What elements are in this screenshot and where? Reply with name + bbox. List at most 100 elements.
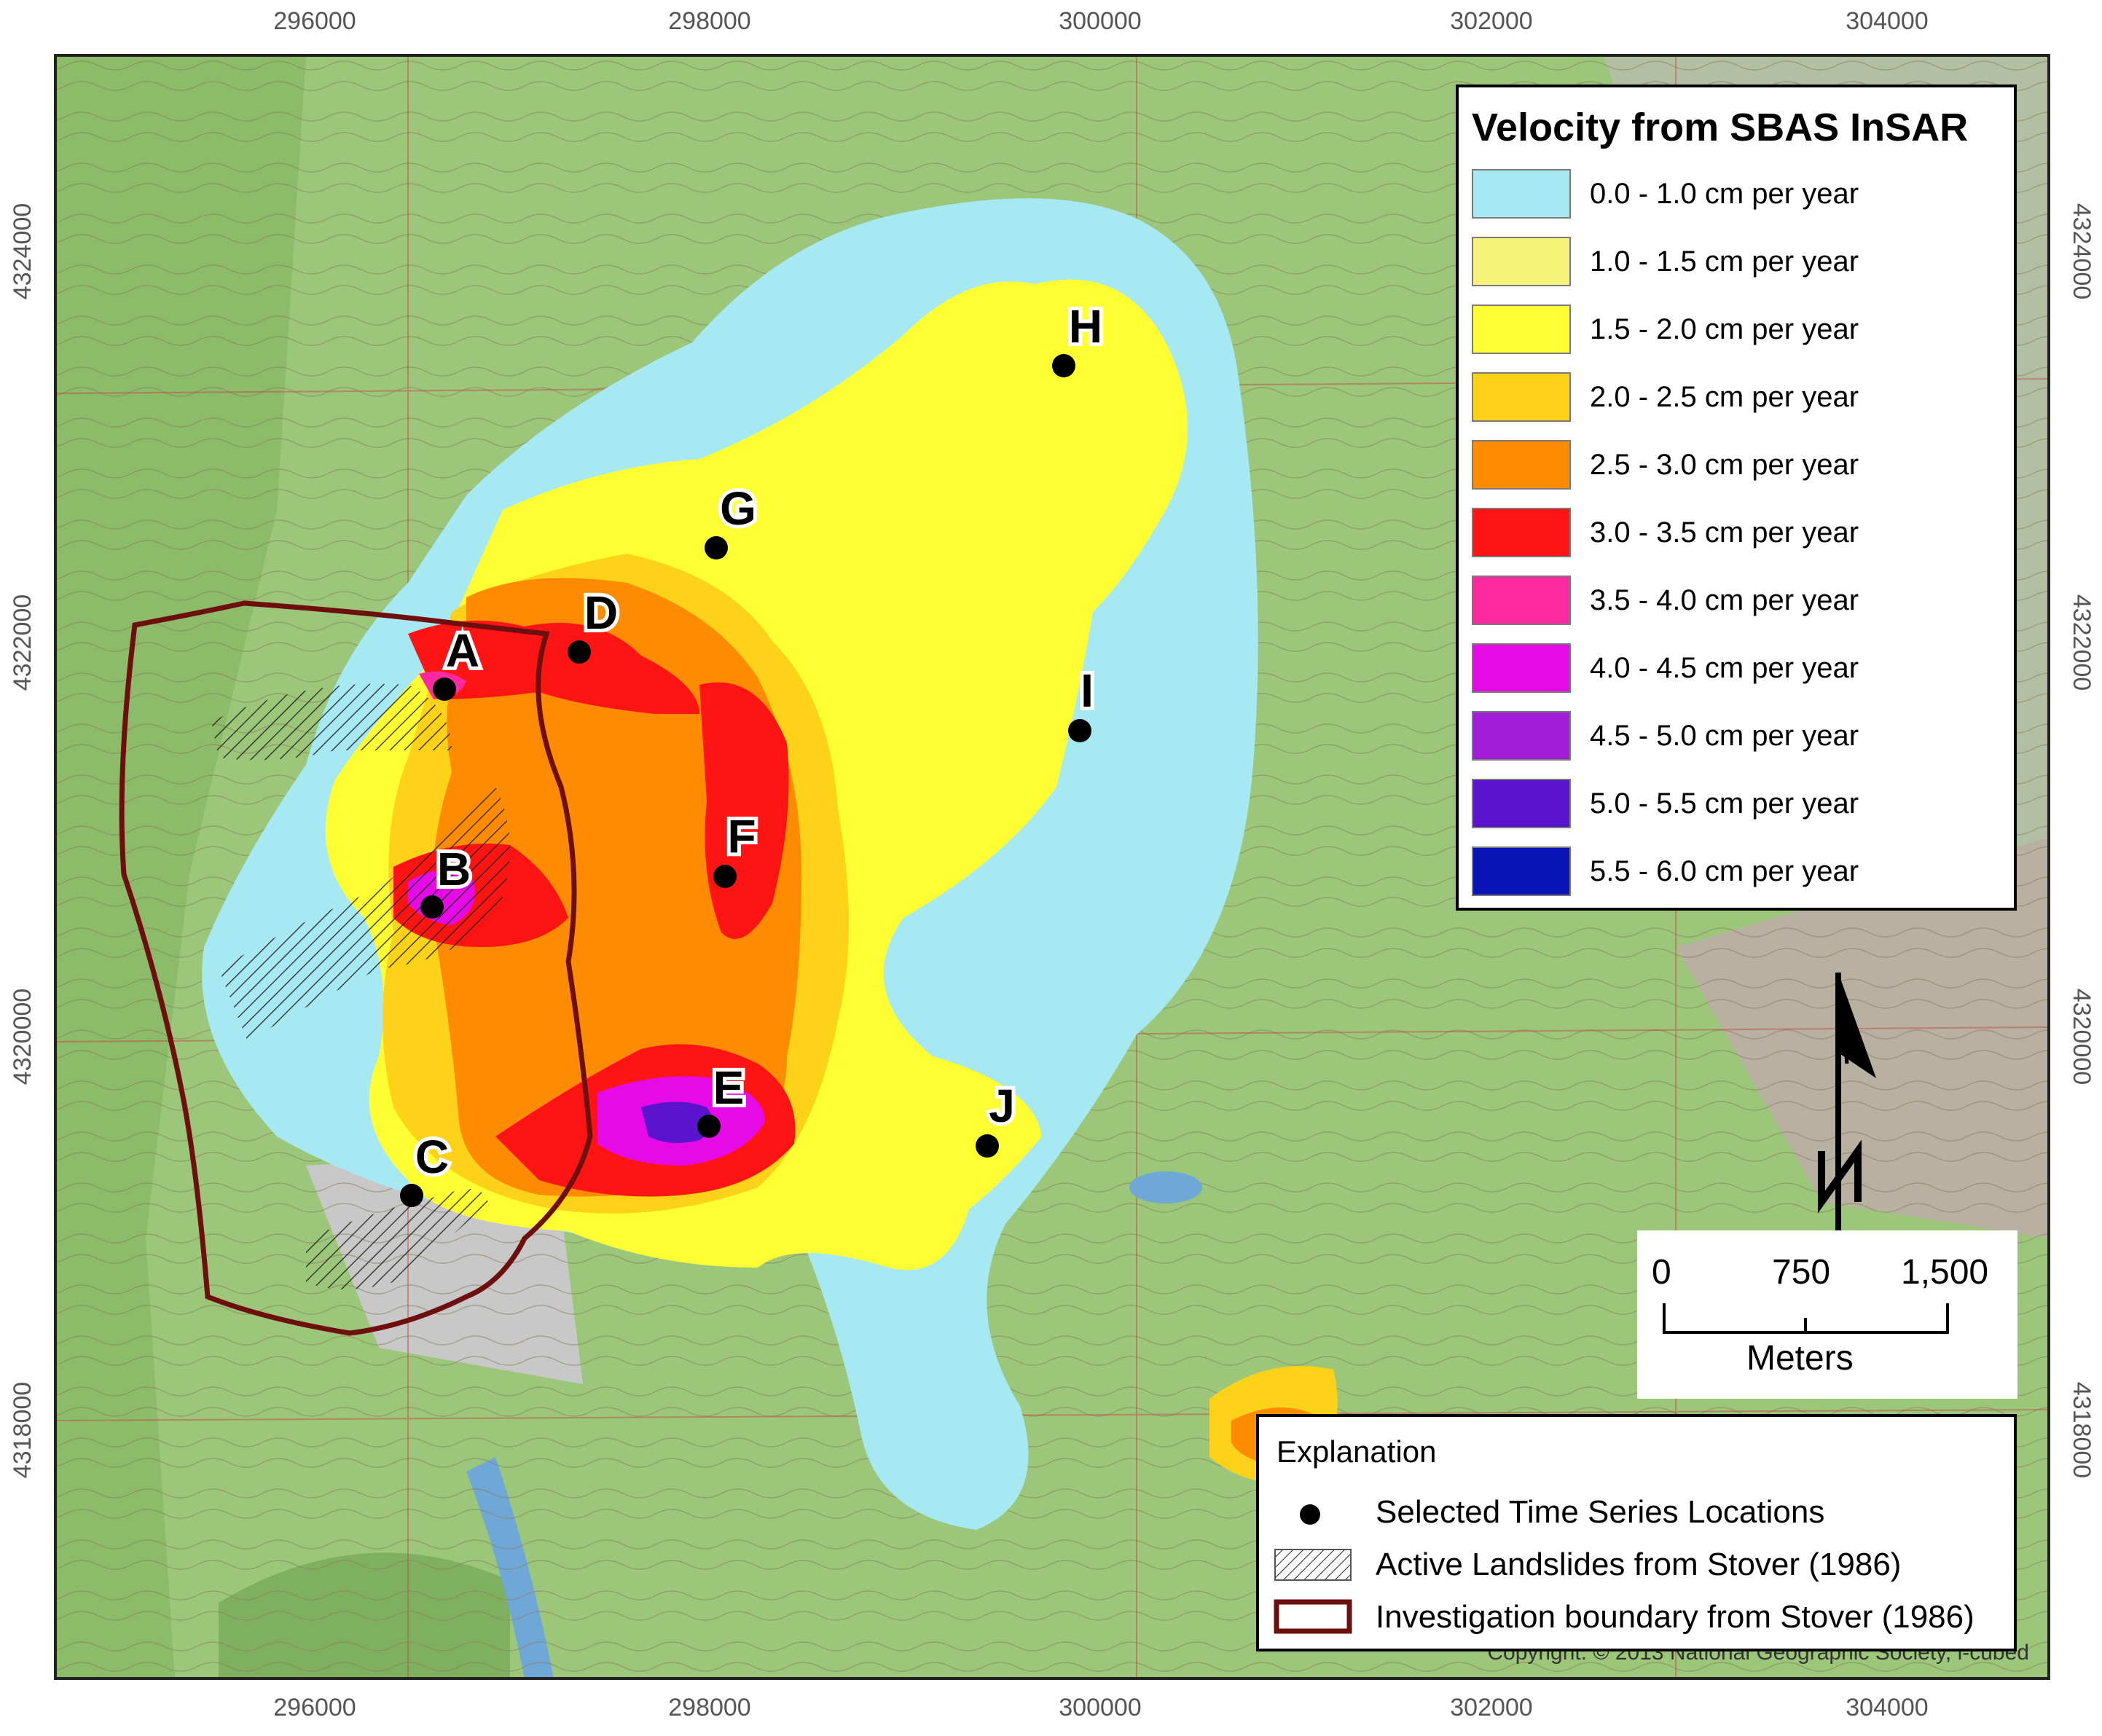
dot-icon <box>433 677 456 701</box>
boundary-icon <box>1274 1599 1352 1634</box>
x-tick-label: 302000 <box>1450 1694 1532 1721</box>
legend-label: 5.5 - 6.0 cm per year <box>1590 855 1859 887</box>
y-tick-label: 4322000 <box>9 594 36 691</box>
x-tick-label: 304000 <box>1846 1694 1928 1721</box>
x-tick-label: 296000 <box>273 1694 356 1721</box>
legend-label: 4.0 - 4.5 cm per year <box>1590 652 1859 684</box>
dot-icon <box>420 895 444 919</box>
point-g[interactable]: G <box>705 479 760 559</box>
legend-swatch <box>1472 779 1571 828</box>
dot-icon <box>713 865 737 888</box>
point-label: G <box>720 482 756 535</box>
legend-label: 0.0 - 1.0 cm per year <box>1590 178 1859 210</box>
zone-5-5.5cm <box>641 1101 713 1143</box>
y-tick-label: 4322000 <box>2068 594 2095 691</box>
active-landslides <box>211 683 510 1289</box>
legend-swatch <box>1472 847 1571 896</box>
point-label: D <box>584 586 618 639</box>
scale-tick-label: 750 <box>1772 1253 1831 1292</box>
map-frame <box>54 54 2050 1680</box>
point-label: B <box>437 843 471 895</box>
x-tick-label: 298000 <box>668 7 750 35</box>
legend-swatch <box>1472 237 1571 286</box>
point-label: E <box>713 1061 745 1114</box>
x-tick-label: 298000 <box>668 1694 750 1721</box>
legend-swatch <box>1472 169 1571 219</box>
explanation-title: Explanation <box>1277 1434 1437 1469</box>
dot-icon <box>1052 354 1075 377</box>
scale-bar: 0 750 1,500 Meters <box>1637 1230 2017 1399</box>
velocity-zones <box>202 198 1338 1531</box>
explanation-label: Investigation boundary from Stover (1986… <box>1376 1599 1974 1635</box>
explanation-legend: Explanation Selected Time Series Locatio… <box>1256 1414 2017 1651</box>
legend-swatch <box>1472 576 1571 625</box>
point-label: A <box>446 624 479 677</box>
point-d[interactable]: D <box>568 583 621 664</box>
dot-icon <box>1300 1504 1320 1525</box>
x-tick-label: 302000 <box>1450 7 1532 35</box>
y-tick-label: 4324000 <box>2068 203 2095 299</box>
dot-icon <box>400 1184 423 1207</box>
legend-swatch <box>1472 372 1571 422</box>
legend-label: 4.5 - 5.0 cm per year <box>1590 720 1859 752</box>
landslide-polygon <box>306 1189 488 1289</box>
point-label: C <box>415 1131 449 1183</box>
y-axis-left: 4324000 4322000 4320000 4318000 <box>9 203 36 1478</box>
dot-icon <box>568 640 591 664</box>
investigation-boundary <box>119 600 593 1336</box>
y-tick-label: 4318000 <box>2068 1382 2095 1478</box>
x-tick-label: 300000 <box>1059 1694 1141 1721</box>
y-tick-label: 4320000 <box>2068 989 2095 1085</box>
legend-swatch <box>1472 643 1571 693</box>
point-a[interactable]: A <box>433 621 483 701</box>
legend-label: 5.0 - 5.5 cm per year <box>1590 788 1859 820</box>
legend-label: 2.5 - 3.0 cm per year <box>1590 449 1859 481</box>
legend-label: 1.0 - 1.5 cm per year <box>1590 246 1859 278</box>
dot-icon <box>697 1115 721 1138</box>
y-tick-label: 4318000 <box>9 1382 36 1478</box>
x-tick-label: 300000 <box>1059 7 1141 35</box>
scale-tick-label: 0 <box>1652 1253 1671 1292</box>
y-tick-label: 4320000 <box>9 989 36 1085</box>
x-tick-label: 296000 <box>273 7 356 35</box>
x-axis-bottom: 296000 298000 300000 302000 304000 <box>273 1694 1928 1721</box>
point-label: I <box>1081 664 1094 717</box>
velocity-legend: Velocity from SBAS InSAR 0.0 - 1.0 cm pe… <box>1456 85 2017 911</box>
explanation-label: Active Landslides from Stover (1986) <box>1376 1547 1902 1582</box>
zone-3-3.5cm <box>408 621 699 714</box>
dot-icon <box>976 1134 999 1158</box>
dot-icon <box>1068 719 1091 742</box>
legend-swatch <box>1472 305 1571 354</box>
x-axis-top: 296000 298000 300000 302000 304000 <box>273 7 1928 35</box>
scale-bar-line <box>1663 1303 1949 1334</box>
scale-tick-label: 1,500 <box>1901 1253 1989 1292</box>
point-label: F <box>727 810 756 863</box>
point-h[interactable]: H <box>1052 296 1106 377</box>
dot-icon <box>705 536 728 559</box>
legend-swatch <box>1472 711 1571 761</box>
legend-swatch <box>1472 440 1571 490</box>
legend-title: Velocity from SBAS InSAR <box>1472 106 1969 149</box>
explanation-label: Selected Time Series Locations <box>1376 1494 1825 1530</box>
landslide-polygon <box>219 787 510 1042</box>
y-tick-label: 4324000 <box>9 203 36 299</box>
x-tick-label: 304000 <box>1846 7 1928 35</box>
hatch-icon <box>1274 1549 1352 1581</box>
point-label: J <box>989 1080 1015 1132</box>
point-b[interactable]: B <box>420 839 474 919</box>
legend-swatch <box>1472 508 1571 557</box>
point-label: H <box>1069 300 1102 353</box>
time-series-points: A B C D E F G H <box>400 296 1106 1207</box>
north-arrow-icon <box>1818 972 1876 1231</box>
legend-label: 3.5 - 4.0 cm per year <box>1590 584 1859 616</box>
scale-unit: Meters <box>1746 1339 1854 1378</box>
y-axis-right: 4324000 4322000 4320000 4318000 <box>2068 203 2095 1478</box>
legend-label: 3.0 - 3.5 cm per year <box>1590 517 1859 549</box>
point-c[interactable]: C <box>400 1127 452 1207</box>
landslide-polygon <box>211 683 452 761</box>
point-f[interactable]: F <box>713 806 760 888</box>
legend-label: 1.5 - 2.0 cm per year <box>1590 313 1859 345</box>
legend-label: 2.0 - 2.5 cm per year <box>1590 381 1859 413</box>
point-j[interactable]: J <box>976 1076 1019 1158</box>
point-e[interactable]: E <box>697 1058 748 1138</box>
